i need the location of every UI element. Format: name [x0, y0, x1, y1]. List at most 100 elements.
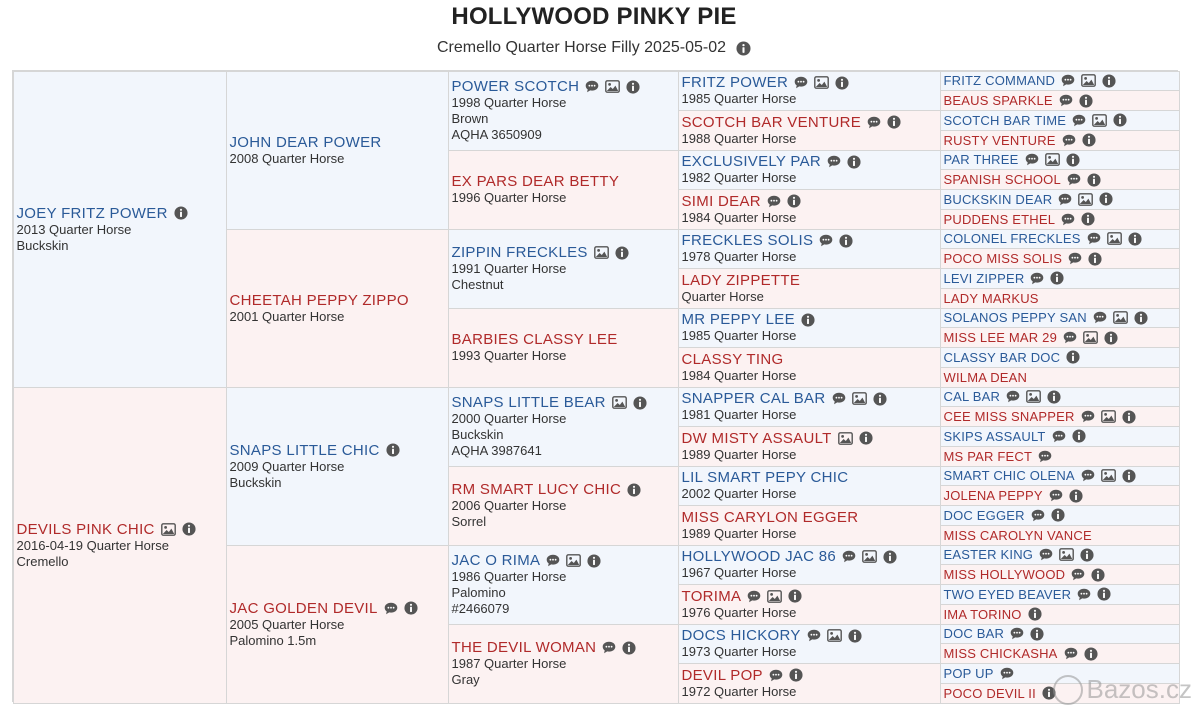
horse-name-link[interactable]: CLASSY TING	[681, 350, 784, 368]
info-icon[interactable]	[1069, 489, 1083, 503]
horse-name-link[interactable]: POP UP	[943, 665, 994, 681]
horse-name-link[interactable]: THE DEVIL WOMAN	[451, 639, 597, 656]
comment-icon[interactable]	[1087, 232, 1101, 245]
horse-name-link[interactable]: MR PEPPY LEE	[681, 311, 795, 329]
horse-name-link[interactable]: JOEY FRITZ POWER	[16, 204, 168, 222]
photo-icon[interactable]	[814, 76, 830, 90]
comment-icon[interactable]	[384, 602, 398, 615]
info-icon[interactable]	[1042, 686, 1056, 700]
info-icon[interactable]	[1134, 311, 1148, 325]
horse-name-link[interactable]: MISS HOLLYWOOD	[943, 567, 1066, 583]
horse-name-link[interactable]: FRITZ POWER	[681, 74, 789, 92]
photo-icon[interactable]	[767, 589, 783, 603]
comment-icon[interactable]	[1039, 548, 1053, 561]
horse-name-link[interactable]: PAR THREE	[943, 152, 1019, 168]
comment-icon[interactable]	[1010, 627, 1024, 640]
comment-icon[interactable]	[1059, 94, 1073, 107]
comment-icon[interactable]	[1061, 74, 1075, 87]
horse-name-link[interactable]: JAC GOLDEN DEVIL	[229, 599, 378, 617]
photo-icon[interactable]	[593, 246, 609, 259]
photo-icon[interactable]	[1059, 548, 1075, 562]
info-icon[interactable]	[174, 206, 188, 220]
horse-name-link[interactable]: FRITZ COMMAND	[943, 73, 1056, 89]
horse-name-link[interactable]: LADY ZIPPETTE	[681, 271, 801, 289]
info-icon[interactable]	[872, 392, 887, 406]
info-icon[interactable]	[1104, 331, 1118, 345]
info-icon[interactable]	[1128, 232, 1142, 246]
photo-icon[interactable]	[1112, 311, 1128, 325]
comment-icon[interactable]	[1052, 430, 1066, 443]
photo-icon[interactable]	[826, 629, 842, 643]
comment-icon[interactable]	[1093, 311, 1107, 324]
comment-icon[interactable]	[1067, 173, 1081, 186]
horse-name-link[interactable]: DW MISTY ASSAULT	[681, 429, 832, 447]
horse-name-link[interactable]: JAC O RIMA	[451, 552, 541, 569]
comment-icon[interactable]	[794, 76, 808, 89]
photo-icon[interactable]	[1081, 74, 1097, 88]
photo-icon[interactable]	[611, 396, 627, 409]
info-icon[interactable]	[633, 395, 647, 410]
info-icon[interactable]	[1122, 410, 1136, 424]
horse-name-link[interactable]: JOLENA PEPPY	[943, 488, 1043, 504]
info-icon[interactable]	[1028, 607, 1042, 621]
horse-name-link[interactable]: MISS CHICKASHA	[943, 646, 1058, 662]
info-icon[interactable]	[1082, 133, 1096, 147]
info-icon[interactable]	[1050, 271, 1065, 285]
info-icon[interactable]	[859, 431, 873, 445]
horse-name-link[interactable]: LEVI ZIPPER	[943, 270, 1025, 286]
info-icon[interactable]	[1066, 350, 1080, 364]
horse-name-link[interactable]: SNAPS LITTLE CHIC	[229, 441, 380, 459]
horse-name-link[interactable]: SCOTCH BAR TIME	[943, 112, 1067, 128]
info-icon[interactable]	[1113, 113, 1127, 127]
photo-icon[interactable]	[566, 554, 582, 567]
horse-name-link[interactable]: HOLLYWOOD JAC 86	[681, 548, 837, 566]
info-icon[interactable]	[736, 40, 751, 56]
info-icon[interactable]	[182, 522, 196, 536]
info-icon[interactable]	[788, 589, 802, 603]
horse-name-link[interactable]: BARBIES CLASSY LEE	[451, 331, 618, 348]
info-icon[interactable]	[787, 194, 801, 208]
comment-icon[interactable]	[1000, 667, 1014, 680]
horse-name-link[interactable]: MISS CAROLYN VANCE	[943, 527, 1092, 543]
comment-icon[interactable]	[1025, 153, 1039, 166]
horse-name-link[interactable]: SMART CHIC OLENA	[943, 468, 1075, 484]
comment-icon[interactable]	[1077, 588, 1091, 601]
horse-name-link[interactable]: DOC BAR	[943, 626, 1005, 642]
comment-icon[interactable]	[767, 195, 781, 208]
horse-name-link[interactable]: MISS LEE MAR 29	[943, 330, 1058, 346]
horse-name-link[interactable]: DEVIL POP	[681, 666, 763, 684]
info-icon[interactable]	[1072, 429, 1086, 443]
horse-name-link[interactable]: EXCLUSIVELY PAR	[681, 153, 822, 171]
horse-name-link[interactable]: RM SMART LUCY CHIC	[451, 481, 622, 498]
horse-name-link[interactable]: LIL SMART PEPY CHIC	[681, 469, 849, 487]
horse-name-link[interactable]: DOC EGGER	[943, 507, 1025, 523]
comment-icon[interactable]	[1081, 469, 1095, 482]
horse-name-link[interactable]: SNAPPER CAL BAR	[681, 390, 826, 408]
info-icon[interactable]	[627, 482, 641, 497]
info-icon[interactable]	[1079, 94, 1093, 108]
info-icon[interactable]	[847, 155, 861, 169]
comment-icon[interactable]	[1038, 450, 1052, 463]
horse-name-link[interactable]: DOCS HICKORY	[681, 627, 801, 645]
photo-icon[interactable]	[1078, 192, 1094, 206]
comment-icon[interactable]	[546, 554, 560, 567]
horse-name-link[interactable]: POWER SCOTCH	[451, 78, 580, 95]
horse-name-link[interactable]: PUDDENS ETHEL	[943, 211, 1056, 227]
comment-icon[interactable]	[832, 392, 846, 405]
info-icon[interactable]	[1030, 627, 1044, 641]
comment-icon[interactable]	[602, 641, 616, 654]
horse-name-link[interactable]: BUCKSKIN DEAR	[943, 191, 1053, 207]
horse-name-link[interactable]: CAL BAR	[943, 389, 1001, 405]
info-icon[interactable]	[887, 115, 901, 129]
horse-name-link[interactable]: CLASSY BAR DOC	[943, 349, 1061, 365]
comment-icon[interactable]	[1072, 114, 1086, 127]
info-icon[interactable]	[1047, 390, 1061, 404]
horse-name-link[interactable]: BEAUS SPARKLE	[943, 93, 1053, 109]
info-icon[interactable]	[1051, 508, 1065, 522]
horse-name-link[interactable]: SOLANOS PEPPY SAN	[943, 310, 1087, 326]
info-icon[interactable]	[789, 668, 803, 682]
horse-name-link[interactable]: EX PARS DEAR BETTY	[451, 173, 620, 190]
info-icon[interactable]	[1081, 212, 1095, 226]
comment-icon[interactable]	[827, 155, 841, 168]
horse-name-link[interactable]: MISS CARYLON EGGER	[681, 508, 859, 526]
